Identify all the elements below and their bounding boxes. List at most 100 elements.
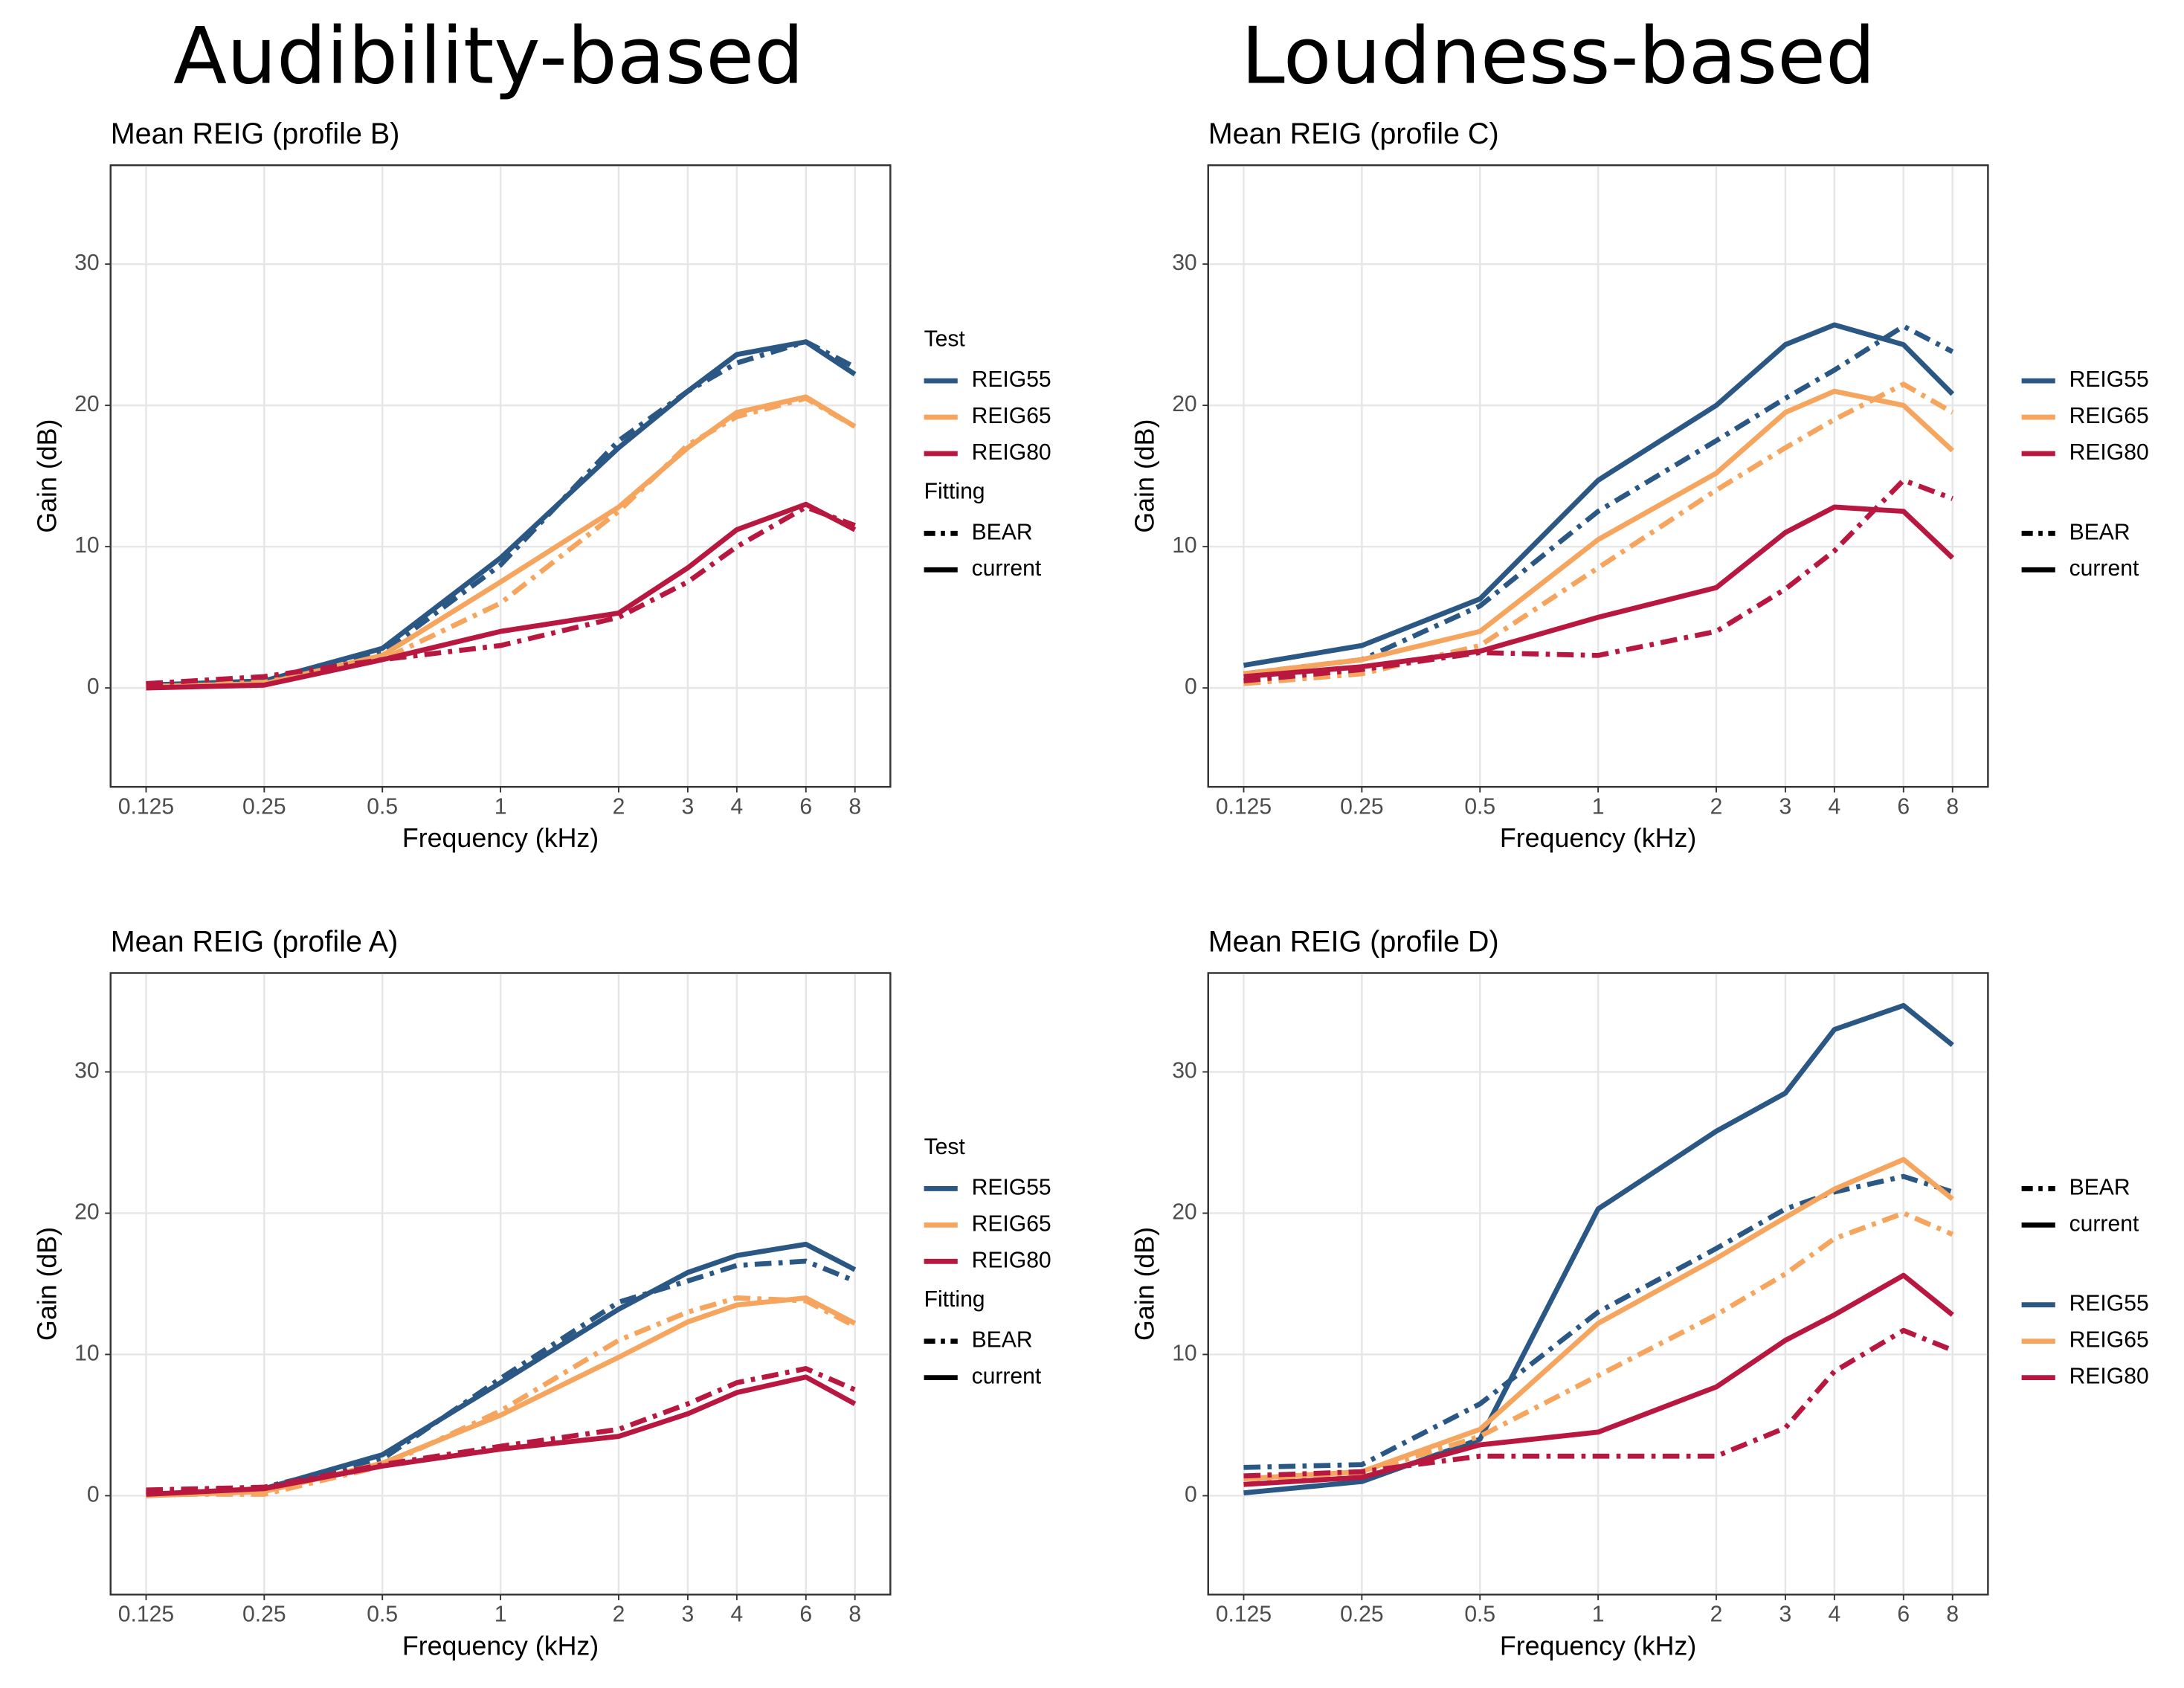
plot-border [1207,164,1989,788]
data-line [1243,1156,1954,1481]
y-tick-label: 0 [87,1482,100,1507]
data-line [146,1374,857,1497]
y-tick-label: 0 [1185,674,1197,699]
data-line [1243,322,1955,669]
legend-title: Fitting [924,480,985,504]
legend-label: REIG65 [972,404,1051,428]
x-tick-label: 6 [1897,794,1910,819]
data-line [1243,323,1954,677]
y-axis-label: Gain (dB) [1130,419,1159,533]
legend-label: BEAR [2069,520,2130,544]
x-tick-label: 6 [799,794,812,819]
x-tick-label: 0.25 [242,794,286,819]
x-axis-label: Frequency (kHz) [402,823,599,853]
legend-label: REIG80 [972,1248,1051,1272]
legend-label: REIG65 [2069,404,2149,428]
x-tick-label: 0.125 [1216,1602,1272,1627]
legend-label: REIG55 [972,367,1051,392]
x-tick-label: 4 [730,1602,743,1627]
data-line [1243,1173,1953,1470]
chart-title: Mean REIG (profile C) [1208,117,1499,150]
legend-label: BEAR [972,1328,1033,1353]
x-tick-label: 8 [1946,794,1959,819]
x-axis-label: Frequency (kHz) [402,1631,599,1660]
legend-label: current [2069,556,2139,581]
x-tick-label: 0.125 [118,794,174,819]
x-tick-label: 3 [1779,794,1792,819]
x-tick-label: 3 [682,794,695,819]
x-tick-label: 1 [495,1602,507,1627]
legend-label: REIG65 [972,1211,1051,1236]
x-tick-label: 0.25 [1340,1602,1384,1627]
x-tick-label: 3 [682,1602,695,1627]
chart-title: Mean REIG (profile D) [1208,925,1499,958]
y-tick-label: 10 [1172,533,1196,558]
column-header: Audibility-based [173,10,804,102]
x-tick-label: 0.5 [1464,794,1495,819]
chart-title: Mean REIG (profile B) [111,117,400,150]
data-line [146,339,857,686]
legend-label: BEAR [2069,1175,2130,1199]
plot-border [109,164,892,788]
chart-title: Mean REIG (profile A) [111,925,399,958]
data-line [1243,381,1954,686]
x-tick-label: 0.125 [118,1602,174,1627]
x-tick-label: 1 [1592,1602,1605,1627]
x-tick-label: 2 [1710,1602,1723,1627]
x-tick-label: 8 [1946,1602,1959,1627]
data-line [146,504,856,686]
data-line [1243,1327,1954,1479]
x-tick-label: 4 [1828,794,1840,819]
data-line [1243,388,1955,677]
data-line [146,501,857,691]
x-tick-label: 6 [1897,1602,1910,1627]
y-axis-label: Gain (dB) [1130,1227,1159,1341]
y-axis-label: Gain (dB) [32,1227,62,1341]
x-tick-label: 3 [1779,1602,1792,1627]
y-tick-label: 0 [87,674,100,699]
legend-label: REIG80 [2069,1365,2149,1389]
legend-label: REIG65 [2069,1328,2149,1353]
legend-title: Fitting [924,1287,985,1312]
legend-title: Test [924,1135,966,1159]
legend-title: Test [924,326,966,351]
y-tick-label: 20 [1172,392,1196,416]
x-axis-label: Frequency (kHz) [1500,823,1696,853]
x-tick-label: 4 [1828,1602,1840,1627]
legend-label: current [2069,1211,2139,1236]
y-tick-label: 30 [1172,1058,1196,1083]
x-tick-label: 6 [799,1602,812,1627]
data-line [1243,504,1955,680]
legend-label: BEAR [972,520,1033,544]
data-line [1243,1272,1954,1487]
y-axis-label: Gain (dB) [32,419,62,533]
x-tick-label: 8 [848,794,861,819]
y-tick-label: 20 [74,392,100,416]
y-tick-label: 0 [1185,1482,1197,1507]
x-tick-label: 0.125 [1216,794,1272,819]
x-axis-label: Frequency (kHz) [1500,1631,1696,1660]
data-line [146,339,857,688]
x-tick-label: 0.5 [1464,1602,1495,1627]
x-tick-label: 2 [613,1602,625,1627]
x-tick-label: 0.5 [367,794,398,819]
x-tick-label: 0.5 [367,1602,398,1627]
column-header: Loudness-based [1241,10,1875,102]
x-tick-label: 8 [848,1602,861,1627]
y-tick-label: 10 [74,533,100,558]
x-tick-label: 0.25 [1340,794,1384,819]
y-tick-label: 20 [74,1199,100,1224]
plot-border [1207,972,1989,1596]
legend-label: REIG80 [2069,440,2149,465]
x-tick-label: 4 [730,794,743,819]
y-tick-label: 20 [1172,1199,1196,1224]
y-tick-label: 10 [1172,1341,1196,1365]
legend-label: current [972,556,1042,581]
legend-label: REIG55 [2069,1292,2149,1316]
data-line [146,1241,857,1498]
y-tick-label: 30 [1172,251,1196,275]
y-tick-label: 10 [74,1341,100,1365]
legend-label: REIG55 [2069,367,2149,392]
